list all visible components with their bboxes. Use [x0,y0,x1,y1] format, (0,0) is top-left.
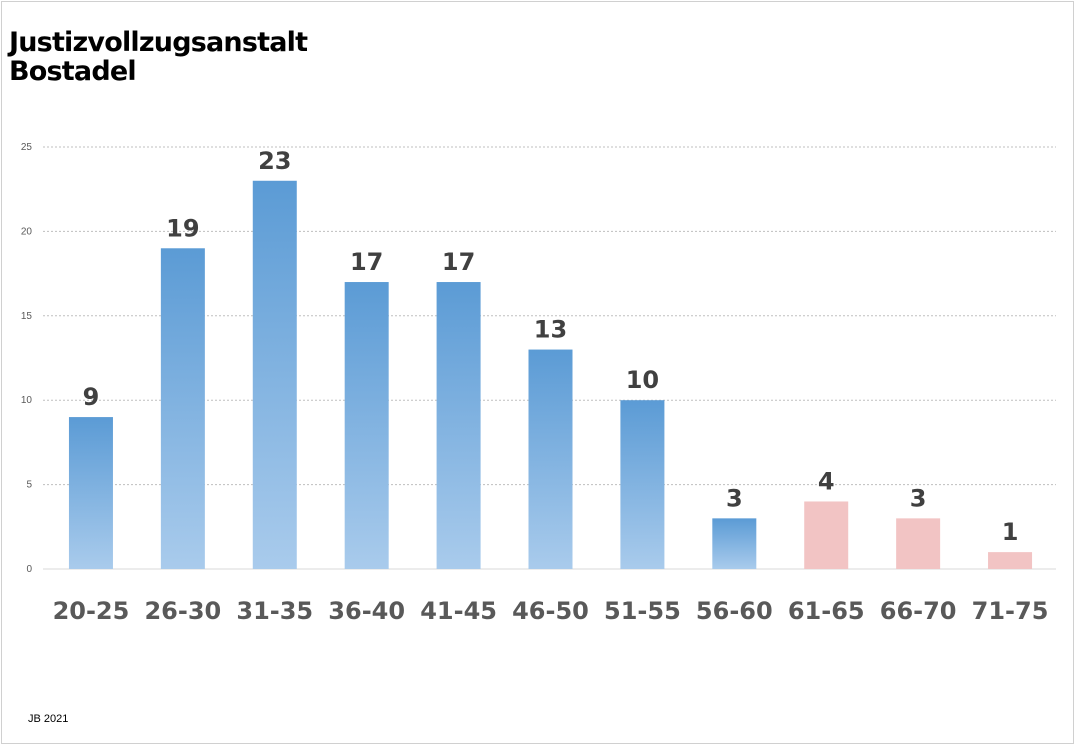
y-tick-label: 25 [21,142,33,153]
data-label: 9 [83,383,100,411]
bar [252,180,297,569]
data-label: 23 [258,147,291,175]
bar [528,349,573,569]
data-labels: 9 19 23 17 17 13 10 3 4 3 1 [83,147,1019,546]
bar [160,248,205,569]
x-tick-label: 46-50 [512,597,589,625]
chart-title-line-1: Justizvollzugsanstalt [9,27,308,58]
bar [712,518,757,569]
x-tick-label: 66-70 [880,597,957,625]
bar [620,400,665,569]
data-label: 3 [726,484,743,512]
data-label: 17 [350,248,383,276]
y-tick-label: 0 [26,564,32,575]
data-label: 17 [442,248,475,276]
bar [896,518,941,569]
x-tick-label: 71-75 [972,597,1049,625]
data-label: 1 [1002,518,1019,546]
data-label: 3 [910,484,927,512]
footer-credit: JB 2021 [28,713,69,725]
x-tick-label: 61-65 [788,597,865,625]
x-tick-label: 56-60 [696,597,773,625]
data-label: 10 [626,366,659,394]
x-tick-label: 31-35 [236,597,313,625]
bar [988,552,1033,569]
gridlines [43,146,1056,570]
data-label: 4 [818,467,835,495]
y-tick-label: 10 [21,395,33,406]
y-tick-label: 5 [26,480,32,491]
y-tick-label: 15 [21,311,33,322]
y-axis-ticks: 0 5 10 15 20 25 [21,142,33,575]
data-label: 19 [166,214,199,242]
x-tick-label: 41-45 [420,597,497,625]
chart-title-line-2: Bostadel [9,56,137,87]
x-tick-label: 26-30 [144,597,221,625]
bar [344,282,389,569]
x-axis-ticks: 20-25 26-30 31-35 36-40 41-45 46-50 51-55 56-60… [53,597,1049,625]
x-tick-label: 36-40 [328,597,405,625]
chart-title: Justizvollzugsanstalt Bostadel [9,27,308,87]
y-tick-label: 20 [21,226,33,237]
x-tick-label: 20-25 [53,597,130,625]
bar [68,417,113,569]
bar [804,501,849,569]
bar [436,282,481,569]
bars [68,180,1033,569]
x-tick-label: 51-55 [604,597,681,625]
data-label: 13 [534,316,567,344]
